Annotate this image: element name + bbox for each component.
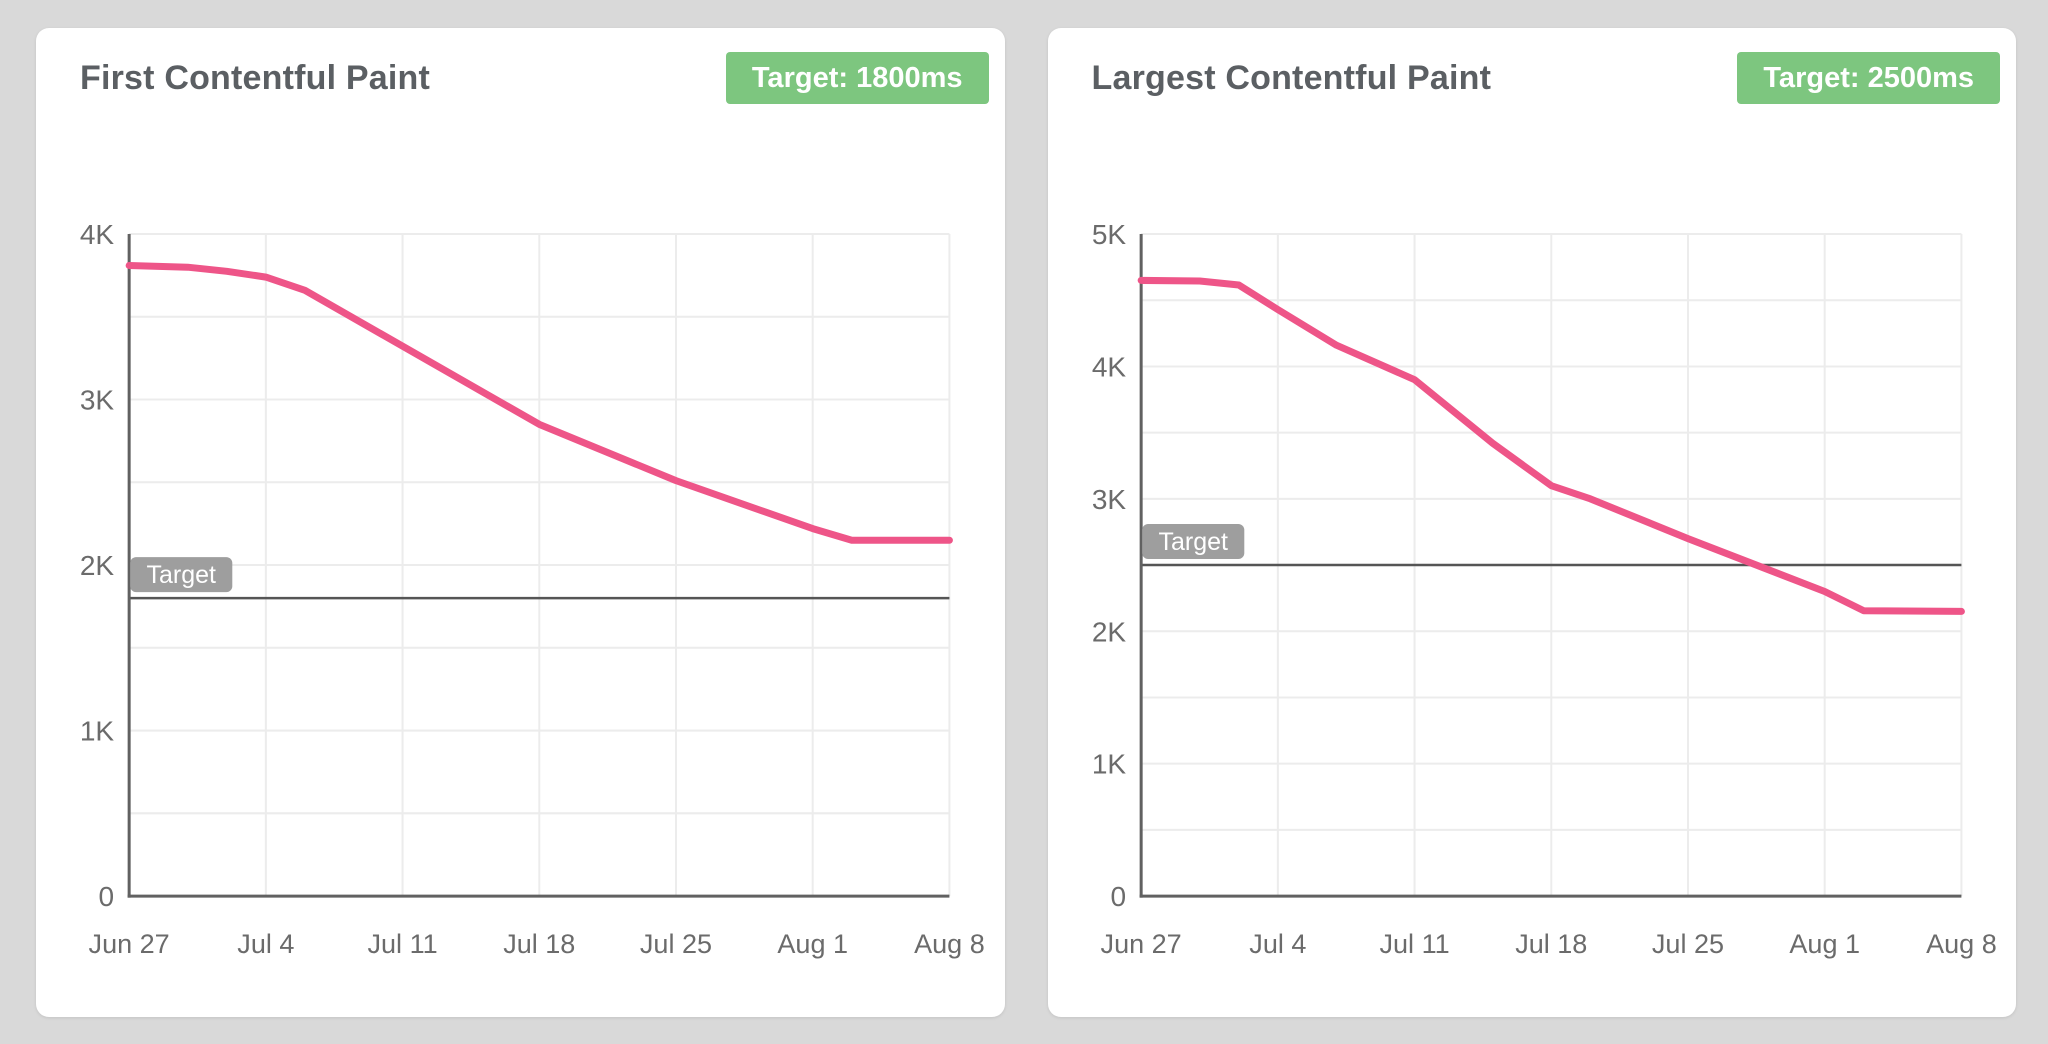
svg-text:1K: 1K — [1091, 749, 1126, 780]
svg-text:Aug 8: Aug 8 — [1926, 929, 1997, 959]
svg-text:2K: 2K — [80, 550, 115, 581]
web-vitals-dashboard: First Contentful Paint Target: 1800ms Ta… — [36, 28, 2016, 1017]
fcp-title: First Contentful Paint — [80, 58, 431, 97]
svg-text:3K: 3K — [1091, 484, 1126, 515]
svg-text:5K: 5K — [1091, 219, 1126, 250]
svg-text:Jul 18: Jul 18 — [1515, 929, 1587, 959]
svg-text:Jul 4: Jul 4 — [237, 929, 294, 959]
svg-text:Jul 11: Jul 11 — [368, 929, 438, 959]
svg-text:Jul 25: Jul 25 — [640, 929, 712, 959]
fcp-chart: Target 0 1K 2K 3K 4K Jun 27 Jul 4 Jul 11 Jul 18 Ju… — [36, 204, 1005, 1015]
fcp-card-header: First Contentful Paint Target: 1800ms — [36, 28, 1005, 104]
svg-text:2K: 2K — [1091, 616, 1126, 647]
svg-text:1K: 1K — [80, 716, 115, 747]
lcp-title: Largest Contentful Paint — [1091, 58, 1492, 97]
svg-text:Jul 4: Jul 4 — [1249, 929, 1306, 959]
fcp-card: First Contentful Paint Target: 1800ms Ta… — [36, 28, 1005, 1017]
svg-text:4K: 4K — [1091, 351, 1126, 382]
svg-text:Jul 25: Jul 25 — [1651, 929, 1723, 959]
lcp-chart: Target 0 1K 2K 3K 4K 5K Jun 27 Jul 4 Jul 11 Jul 18… — [1048, 204, 2017, 1015]
svg-text:Jul 11: Jul 11 — [1379, 929, 1449, 959]
svg-text:4K: 4K — [80, 219, 115, 250]
svg-text:3K: 3K — [80, 385, 115, 416]
lcp-target-badge: Target: 2500ms — [1737, 52, 2000, 104]
fcp-target-badge: Target: 1800ms — [725, 52, 989, 104]
svg-text:Jun 27: Jun 27 — [1100, 929, 1181, 959]
svg-text:Jul 18: Jul 18 — [503, 929, 575, 959]
svg-text:Target: Target — [146, 561, 216, 589]
svg-text:Aug 1: Aug 1 — [1789, 929, 1860, 959]
svg-text:Target: Target — [1158, 528, 1228, 556]
svg-text:Jun 27: Jun 27 — [89, 929, 170, 959]
svg-text:0: 0 — [99, 881, 115, 912]
svg-text:Aug 1: Aug 1 — [777, 929, 848, 959]
lcp-card: Largest Contentful Paint Target: 2500ms … — [1047, 28, 2017, 1017]
lcp-card-header: Largest Contentful Paint Target: 2500ms — [1048, 28, 2017, 104]
svg-text:0: 0 — [1110, 881, 1126, 912]
svg-text:Aug 8: Aug 8 — [914, 929, 985, 959]
